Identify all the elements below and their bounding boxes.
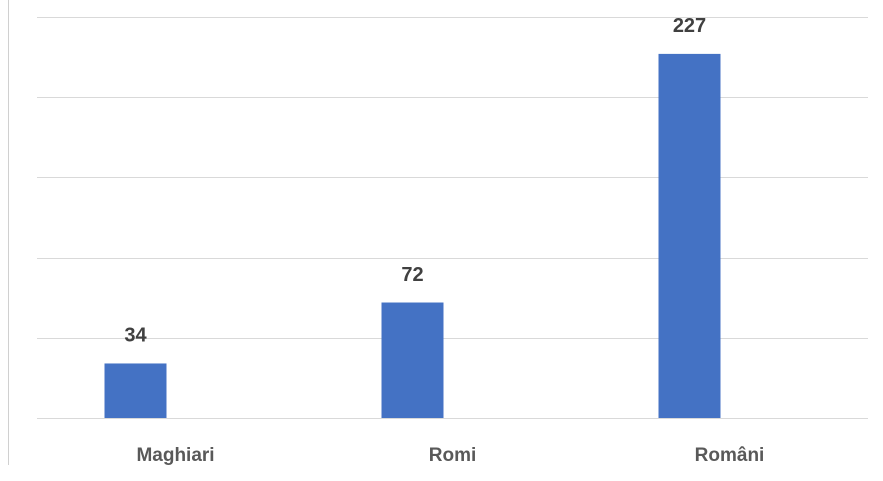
data-label: 34 — [124, 325, 147, 347]
bar — [104, 363, 167, 418]
x-tick-label: Romi — [429, 445, 477, 466]
bar — [381, 302, 444, 418]
bar — [658, 53, 721, 418]
data-label: 227 — [673, 15, 706, 37]
data-label: 72 — [401, 264, 423, 286]
x-tick-label: Maghiari — [136, 445, 214, 466]
x-tick-label: Români — [695, 445, 765, 466]
